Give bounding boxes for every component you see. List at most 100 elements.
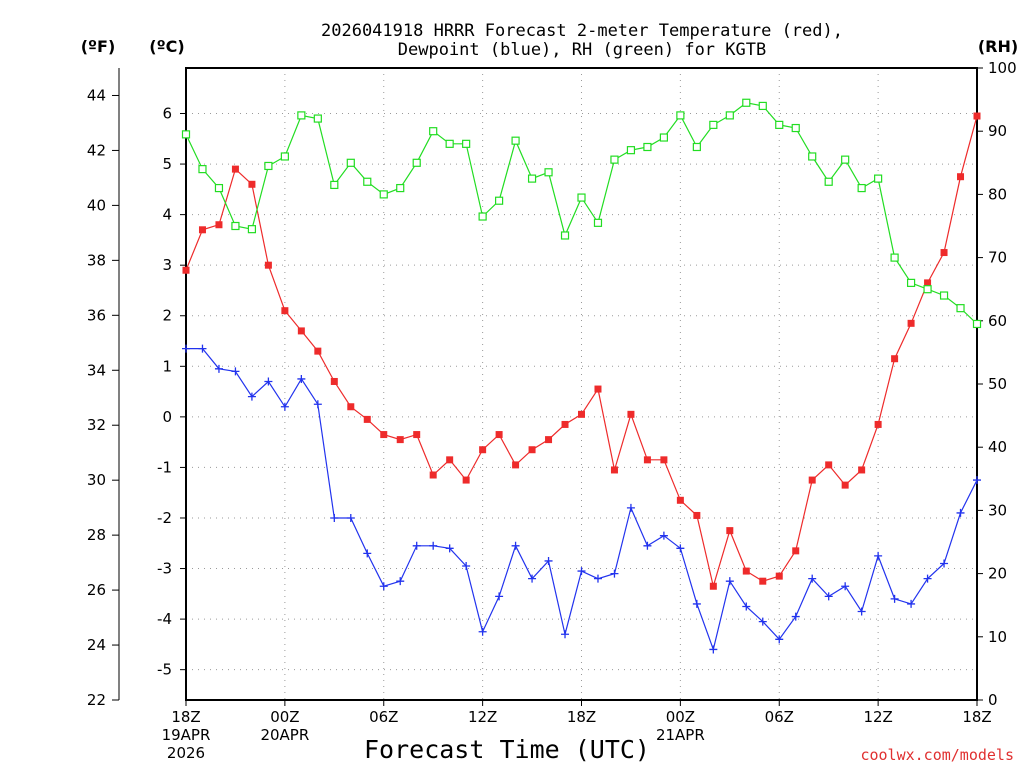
rh-tick-label: 90	[988, 122, 1007, 140]
celsius-unit-label: (ºC)	[149, 37, 184, 56]
x-tick-label: 2026	[167, 744, 205, 762]
temperature-point	[891, 355, 899, 363]
chart-title-line-2: Dewpoint (blue), RH (green) for KGTB	[398, 40, 766, 60]
rh-tick-label: 0	[988, 691, 998, 709]
dewpoint-point	[626, 503, 635, 512]
rh-point	[412, 158, 421, 167]
data-series	[181, 98, 982, 654]
dewpoint-point	[973, 476, 981, 485]
temperature-point	[429, 471, 437, 479]
rh-point	[429, 127, 438, 136]
dewpoint-point	[330, 513, 339, 522]
dewpoint-point	[643, 541, 652, 550]
rh-point	[181, 130, 191, 139]
rh-point	[560, 231, 570, 240]
dewpoint-point	[214, 364, 223, 373]
dewpoint-point	[577, 567, 586, 576]
temperature-point	[231, 165, 239, 173]
rh-point	[544, 168, 553, 177]
dewpoint-point	[709, 645, 718, 654]
dewpoint-point	[791, 612, 800, 621]
temperature-point	[396, 436, 404, 444]
temperature-point	[545, 436, 553, 444]
dewpoint-point	[445, 544, 454, 553]
temperature-point	[808, 476, 816, 484]
celsius-tick-label: -2	[157, 509, 172, 527]
dewpoint-point	[396, 577, 405, 586]
rh-point	[247, 225, 257, 234]
rh-point	[379, 190, 388, 199]
rh-point	[280, 152, 289, 161]
temperature-point	[957, 173, 965, 181]
rh-point	[758, 101, 767, 111]
x-tick-label: 06Z	[765, 708, 794, 726]
temperature-point	[676, 496, 684, 504]
dewpoint-point	[561, 630, 570, 639]
temperature-point	[413, 431, 421, 439]
temperature-point	[759, 577, 767, 585]
dewpoint-point	[280, 402, 289, 411]
temperature-point	[248, 180, 256, 188]
dewpoint-point	[313, 400, 322, 409]
fahrenheit-unit-label: (ºF)	[81, 37, 116, 56]
x-tick-label: 21APR	[656, 726, 705, 744]
fahrenheit-tick-label: 42	[87, 141, 106, 159]
rh-tick-label: 30	[988, 501, 1007, 519]
dewpoint-point	[676, 544, 685, 553]
temperature-point	[709, 582, 717, 590]
rh-point	[775, 120, 784, 129]
dewpoint-point	[495, 592, 504, 601]
x-tick-label: 18Z	[962, 708, 991, 726]
x-tick-label: 12Z	[468, 708, 497, 726]
rh-point	[742, 98, 751, 107]
x-tick-label: 06Z	[369, 708, 398, 726]
dewpoint-point	[379, 582, 388, 591]
temperature-point	[660, 456, 668, 464]
celsius-tick-label: -1	[157, 458, 172, 476]
rh-tick-label: 100	[988, 59, 1017, 77]
temperature-point	[561, 420, 569, 428]
celsius-tick-label: -5	[157, 661, 172, 679]
rh-point	[495, 196, 504, 205]
temperature-point	[479, 446, 487, 454]
rh-point	[939, 291, 949, 300]
fahrenheit-tick-label: 36	[87, 306, 106, 324]
temperature-point	[528, 446, 536, 454]
dewpoint-point	[412, 541, 421, 550]
dewpoint-point	[264, 377, 273, 386]
rh-point	[643, 142, 652, 152]
rh-point	[511, 136, 520, 145]
rh-point	[214, 183, 224, 193]
dewpoint-point	[247, 392, 256, 401]
temperature-point	[363, 415, 371, 423]
fahrenheit-tick-label: 24	[87, 636, 106, 654]
dewpoint-point	[775, 635, 784, 644]
temperature-point	[594, 385, 602, 393]
fahrenheit-tick-label: 28	[87, 526, 106, 544]
temperature-point	[198, 226, 206, 234]
dewpoint-series-line	[186, 348, 978, 652]
celsius-tick-label: 0	[162, 408, 172, 426]
rh-point	[264, 161, 273, 171]
temperature-point	[380, 431, 388, 439]
temperature-point	[907, 319, 915, 327]
temperature-point	[462, 476, 470, 484]
dewpoint-point	[346, 513, 355, 522]
celsius-tick-label: -4	[157, 610, 172, 628]
temperature-point	[825, 461, 833, 469]
temperature-point	[610, 466, 618, 474]
temperature-point	[775, 572, 783, 580]
temperature-point	[973, 112, 981, 120]
dewpoint-point	[742, 602, 751, 611]
dewpoint-point	[593, 574, 602, 583]
dewpoint-point	[528, 574, 537, 583]
rh-point	[198, 165, 207, 174]
rh-point	[346, 158, 355, 167]
temperature-point	[792, 547, 800, 555]
rh-tick-label: 70	[988, 249, 1007, 267]
dewpoint-point	[808, 574, 817, 583]
fahrenheit-tick-label: 30	[87, 471, 106, 489]
x-tick-label: 19APR	[162, 726, 211, 744]
x-tick-label: 18Z	[171, 708, 200, 726]
